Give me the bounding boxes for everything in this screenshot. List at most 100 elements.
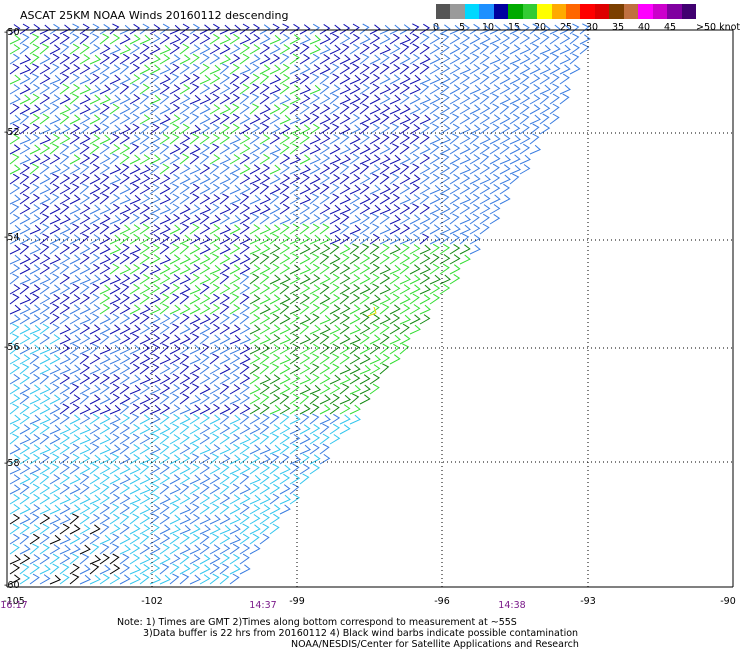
wind-barb [69, 173, 80, 185]
wind-barb [199, 413, 211, 425]
wind-barb [419, 43, 430, 55]
wind-barb [39, 553, 51, 565]
wind-barb [369, 263, 380, 275]
wind-barb [9, 464, 21, 475]
wind-barb [359, 93, 370, 105]
wind-barb [39, 184, 51, 195]
wind-barb [259, 403, 270, 415]
wind-barb [309, 353, 320, 365]
wind-barb [19, 33, 30, 45]
wind-barb [49, 534, 62, 545]
wind-barb [79, 494, 91, 505]
wind-barb [449, 213, 460, 225]
wind-barb [249, 234, 261, 245]
wind-barb [119, 574, 131, 585]
wind-barb [289, 183, 300, 195]
wind-barb [279, 314, 291, 325]
wind-barb [29, 373, 41, 385]
wind-barb [189, 513, 201, 525]
wind-barb [9, 44, 21, 55]
wind-barb [189, 474, 201, 485]
wind-barb [359, 304, 371, 315]
wind-barb [179, 383, 190, 395]
wind-barb [309, 154, 321, 165]
wind-barb [69, 394, 81, 405]
wind-barb [169, 543, 181, 555]
wind-barb [159, 314, 171, 325]
wind-barb [69, 103, 81, 115]
wind-barb [249, 264, 261, 275]
wind-barb [149, 274, 161, 285]
wind-barb [49, 413, 61, 425]
wind-barb [569, 53, 580, 65]
wind-barb [89, 304, 101, 315]
wind-barb [269, 374, 281, 385]
wind-barb [449, 84, 461, 95]
wind-barb [129, 233, 141, 245]
wind-barb [119, 503, 131, 515]
wind-barb [139, 273, 151, 285]
wind-barb [369, 294, 381, 305]
wind-barb [139, 304, 151, 315]
wind-barb [519, 23, 530, 35]
wind-barb [269, 294, 281, 305]
wind-barb [99, 113, 110, 125]
wind-barb [399, 74, 411, 85]
wind-barb [39, 194, 51, 205]
wind-barb [469, 193, 481, 205]
wind-barb [489, 194, 501, 205]
wind-barb [269, 224, 281, 235]
wind-barb [219, 524, 232, 535]
wind-barb [269, 133, 281, 145]
wind-barb [159, 494, 171, 505]
wind-barb [279, 103, 290, 115]
wind-barb [179, 33, 190, 45]
wind-barb [49, 553, 60, 565]
wind-barb [9, 224, 22, 235]
wind-barb [309, 384, 322, 395]
wind-barb [49, 383, 60, 395]
wind-barb [299, 274, 311, 285]
wind-barb [49, 313, 60, 325]
wind-barb [499, 43, 510, 55]
wind-barb [359, 374, 371, 385]
wind-barb [179, 214, 191, 225]
wind-barb [429, 34, 441, 45]
wind-barb [259, 294, 271, 305]
wind-barb [419, 23, 431, 35]
wind-barb [89, 223, 100, 235]
wind-barb [459, 94, 471, 105]
wind-barb [39, 364, 51, 375]
wind-barb [9, 254, 21, 265]
wind-barb [179, 414, 191, 425]
wind-barb [439, 283, 451, 295]
wind-barb [119, 173, 130, 185]
wind-barb [259, 163, 271, 175]
wind-barb [329, 183, 340, 195]
wind-barb [359, 34, 371, 45]
scale-swatch [594, 4, 610, 19]
wind-barb [249, 103, 260, 115]
wind-barb [489, 64, 501, 75]
wind-barb [109, 164, 122, 175]
wind-barb [169, 423, 180, 435]
wind-barb [549, 64, 561, 75]
wind-barb [329, 173, 341, 185]
wind-barb [19, 424, 31, 435]
wind-barb [379, 204, 392, 215]
wind-barb [49, 354, 61, 365]
wind-barb [319, 134, 331, 145]
wind-barb [79, 373, 91, 385]
wind-barb [149, 73, 160, 85]
wind-barb [239, 553, 250, 565]
wind-barb [119, 474, 131, 485]
wind-barb [169, 563, 180, 575]
wind-barb [229, 164, 241, 175]
wind-barb [139, 443, 151, 455]
wind-barb [279, 94, 291, 105]
wind-barb [439, 233, 450, 245]
wind-barb [199, 213, 210, 225]
wind-barb [299, 144, 311, 155]
wind-barb [199, 254, 211, 265]
wind-barb [199, 94, 211, 105]
